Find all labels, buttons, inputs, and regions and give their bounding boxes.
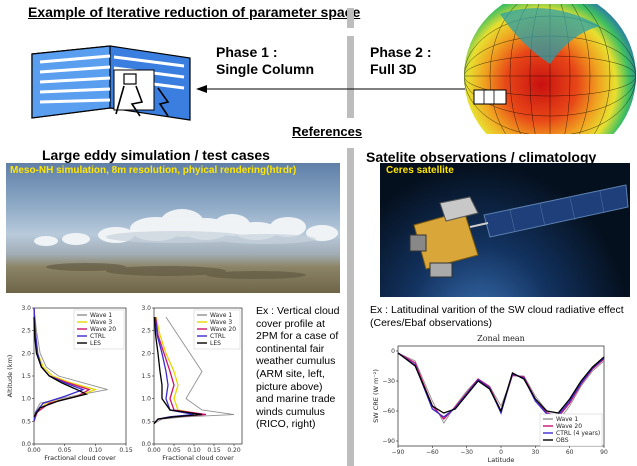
x-tick-label: 60 bbox=[566, 449, 574, 456]
legend-label: Wave 3 bbox=[210, 319, 232, 326]
legend-label: Wave 20 bbox=[210, 326, 236, 333]
chart-zonal-mean: −90 −60 −30 0 30 60 90 0 −30 −60 −90 Latitude SW CRE… bbox=[372, 334, 608, 464]
y-tick-label: 3.0 bbox=[141, 305, 151, 312]
series-line-les bbox=[33, 317, 89, 418]
x-tick-label: 0.05 bbox=[58, 447, 72, 454]
cloud-photo-caption: Meso-NH simulation, 8m resolution, phyic… bbox=[10, 165, 297, 176]
top-divider bbox=[347, 8, 354, 28]
y-tick-label: 0.5 bbox=[141, 418, 151, 425]
y-tick-label: −60 bbox=[382, 408, 395, 415]
legend-label: CTRL bbox=[210, 333, 226, 340]
x-tick-label: 90 bbox=[600, 449, 608, 456]
legend-label: Wave 1 bbox=[90, 312, 112, 319]
series-line-ctrl bbox=[33, 307, 85, 422]
phase2-label: Phase 2 : Full 3D bbox=[370, 44, 431, 78]
series-line-obs bbox=[397, 352, 605, 414]
phase2-subtitle: Full 3D bbox=[370, 61, 417, 77]
legend-label: Wave 1 bbox=[556, 416, 578, 423]
legend-label: OBS bbox=[556, 437, 569, 444]
y-tick-label: 0.0 bbox=[21, 441, 31, 448]
x-tick-label: 0.00 bbox=[147, 447, 161, 454]
x-axis-label: Fractional cloud cover bbox=[44, 454, 116, 462]
satellite-photo: Ceres satellite bbox=[380, 163, 630, 297]
y-tick-label: 1.0 bbox=[21, 396, 31, 403]
x-tick-label: −90 bbox=[392, 449, 405, 456]
series-line-wave-1 bbox=[33, 307, 108, 422]
single-column-illustration bbox=[31, 45, 191, 121]
phase1-subtitle: Single Column bbox=[216, 61, 314, 77]
satellite-description: Ex : Latitudinal varition of the SW clou… bbox=[370, 304, 624, 329]
y-tick-label: 1.5 bbox=[141, 373, 151, 380]
y-tick-label: 0.0 bbox=[141, 441, 151, 448]
x-tick-label: 0.05 bbox=[167, 447, 181, 454]
globe-illustration bbox=[464, 4, 636, 134]
y-tick-label: 2.5 bbox=[21, 328, 31, 335]
y-tick-label: 3.0 bbox=[21, 305, 31, 312]
legend-label: LES bbox=[90, 340, 101, 347]
chart-cloud-cover-rico: 0.00 0.05 0.10 0.15 0.20 0.0 0.5 1.0 1.5 2.0 2.5 3.… bbox=[141, 305, 243, 462]
series-line-wave-1 bbox=[153, 316, 235, 424]
y-axis-label: Altitude (km) bbox=[6, 355, 14, 398]
legend-label: Wave 20 bbox=[556, 423, 582, 430]
legend-label: Wave 3 bbox=[90, 319, 112, 326]
satellite-icon bbox=[409, 184, 629, 278]
x-tick-label: 0 bbox=[499, 449, 503, 456]
y-tick-label: 0 bbox=[391, 348, 395, 355]
y-tick-label: −90 bbox=[382, 438, 395, 445]
x-axis-label: Latitude bbox=[488, 456, 515, 464]
legend-label: Wave 1 bbox=[210, 312, 232, 319]
chart-title: Zonal mean bbox=[477, 334, 525, 343]
series-line-les bbox=[153, 317, 203, 425]
middle-divider bbox=[347, 36, 354, 118]
les-description: Ex : Vertical cloud cover profile at 2PM… bbox=[256, 305, 340, 431]
x-tick-label: −60 bbox=[426, 449, 439, 456]
y-axis-label: SW CRE (W m⁻²) bbox=[372, 369, 380, 423]
legend-label: CTRL (4 years) bbox=[556, 430, 600, 437]
y-tick-label: −30 bbox=[382, 378, 395, 385]
x-tick-label: 0.15 bbox=[119, 447, 133, 454]
x-tick-label: 0.15 bbox=[207, 447, 221, 454]
y-tick-label: 1.5 bbox=[21, 373, 31, 380]
cloud-shapes bbox=[34, 209, 338, 279]
x-tick-label: 30 bbox=[532, 449, 540, 456]
x-tick-label: 0.10 bbox=[187, 447, 201, 454]
references-heading: References bbox=[292, 124, 363, 139]
y-tick-label: 2.0 bbox=[141, 350, 151, 357]
x-tick-label: 0.20 bbox=[227, 447, 241, 454]
chart-cloud-cover-arm: 0.00 0.05 0.10 0.15 0.0 0.5 1.0 1.5 2.0 2.5 3.0 Fra… bbox=[6, 305, 133, 462]
legend-label: LES bbox=[210, 340, 221, 347]
satellite-photo-caption: Ceres satellite bbox=[386, 165, 454, 176]
legend-label: CTRL bbox=[90, 333, 106, 340]
x-tick-label: 0.10 bbox=[89, 447, 103, 454]
y-tick-label: 1.0 bbox=[141, 396, 151, 403]
phase1-label: Phase 1 : Single Column bbox=[216, 44, 314, 78]
satellite-section-title: Satelite observations / climatology bbox=[366, 149, 597, 165]
y-tick-label: 2.5 bbox=[141, 328, 151, 335]
cloud-photo: Meso-NH simulation, 8m resolution, phyic… bbox=[6, 163, 340, 293]
phase2-title: Phase 2 : bbox=[370, 44, 432, 60]
x-tick-label: −30 bbox=[460, 449, 473, 456]
legend-label: Wave 20 bbox=[90, 326, 116, 333]
x-tick-label: 0.00 bbox=[27, 447, 41, 454]
y-tick-label: 0.5 bbox=[21, 418, 31, 425]
phase1-title: Phase 1 : bbox=[216, 44, 278, 60]
les-section-title: Large eddy simulation / test cases bbox=[42, 147, 270, 163]
page-title: Example of Iterative reduction of parame… bbox=[28, 4, 361, 20]
y-tick-label: 2.0 bbox=[21, 350, 31, 357]
bottom-divider bbox=[347, 148, 354, 466]
x-axis-label: Fractional cloud cover bbox=[162, 454, 234, 462]
arrow-left-icon bbox=[196, 85, 476, 93]
